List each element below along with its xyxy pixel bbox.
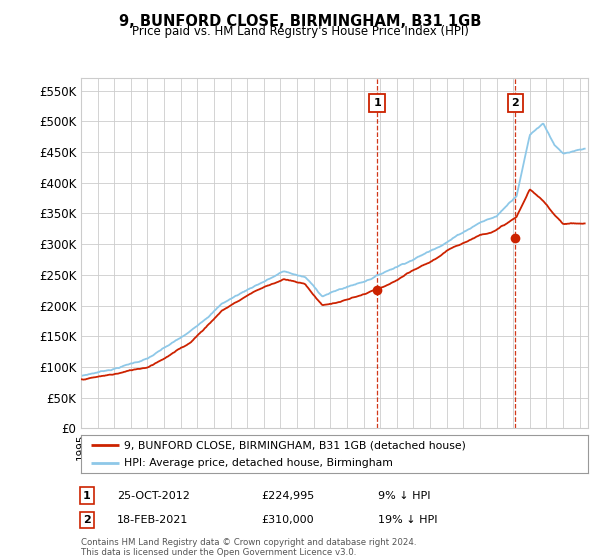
Text: 1: 1 (373, 98, 381, 108)
Text: 18-FEB-2021: 18-FEB-2021 (117, 515, 188, 525)
Text: 2: 2 (83, 515, 91, 525)
Text: 25-OCT-2012: 25-OCT-2012 (117, 491, 190, 501)
Text: Contains HM Land Registry data © Crown copyright and database right 2024.
This d: Contains HM Land Registry data © Crown c… (81, 538, 416, 557)
Text: HPI: Average price, detached house, Birmingham: HPI: Average price, detached house, Birm… (124, 458, 393, 468)
Text: Price paid vs. HM Land Registry's House Price Index (HPI): Price paid vs. HM Land Registry's House … (131, 25, 469, 38)
Text: 9% ↓ HPI: 9% ↓ HPI (378, 491, 431, 501)
Text: £224,995: £224,995 (261, 491, 314, 501)
Text: 19% ↓ HPI: 19% ↓ HPI (378, 515, 437, 525)
Text: 2: 2 (511, 98, 519, 108)
Text: 9, BUNFORD CLOSE, BIRMINGHAM, B31 1GB: 9, BUNFORD CLOSE, BIRMINGHAM, B31 1GB (119, 14, 481, 29)
Text: 9, BUNFORD CLOSE, BIRMINGHAM, B31 1GB (detached house): 9, BUNFORD CLOSE, BIRMINGHAM, B31 1GB (d… (124, 440, 466, 450)
Text: 1: 1 (83, 491, 91, 501)
Text: £310,000: £310,000 (261, 515, 314, 525)
